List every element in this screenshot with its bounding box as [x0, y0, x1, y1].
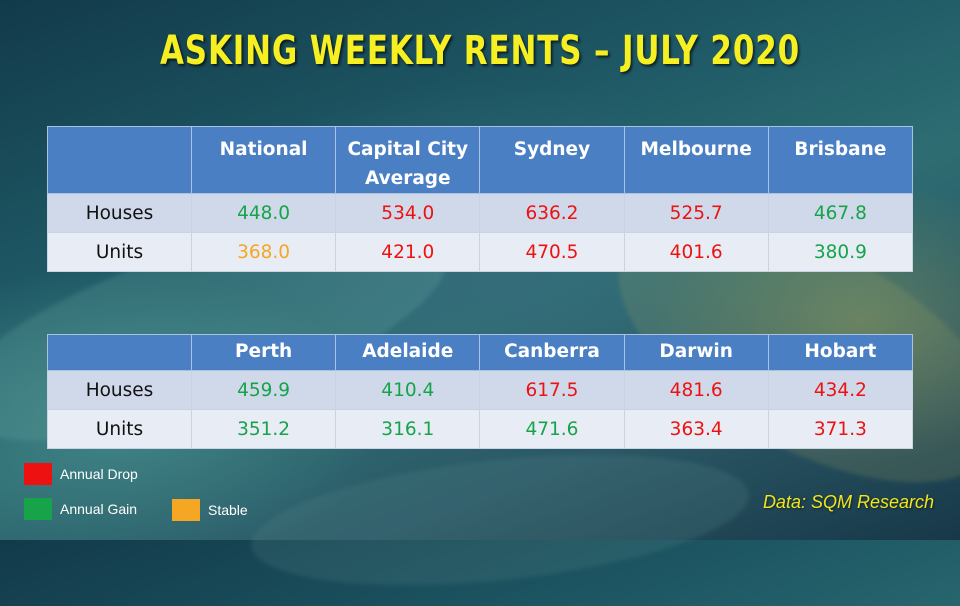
legend-swatch-drop: [24, 463, 52, 485]
legend-label: Annual Drop: [60, 466, 138, 482]
rent-cell: 617.5: [479, 370, 625, 410]
table-row: Units 368.0 421.0 470.5 401.6 380.9: [47, 232, 914, 272]
rents-table-major-cities: National Capital City Average Sydney Melb…: [47, 126, 914, 272]
header-cell: Perth: [190, 334, 337, 371]
legend-label: Stable: [208, 502, 248, 518]
data-source-credit: Data: SQM Research: [762, 492, 934, 512]
rent-cell: 371.3: [767, 409, 914, 449]
header-cell: National: [190, 126, 337, 194]
table-row: Houses 459.9 410.4 617.5 481.6 434.2: [47, 370, 914, 410]
rent-cell: 401.6: [623, 232, 769, 272]
legend-label: Annual Gain: [60, 501, 138, 517]
rent-cell: 368.0: [190, 232, 337, 272]
rents-table-other-cities: Perth Adelaide Canberra Darwin Hobart Ho…: [47, 334, 914, 449]
rent-cell: 316.1: [335, 409, 481, 449]
rent-cell: 380.9: [767, 232, 914, 272]
rent-cell: 471.6: [479, 409, 625, 449]
row-label: Houses: [47, 193, 192, 233]
header-cell: Hobart: [767, 334, 914, 371]
header-cell: Adelaide: [335, 334, 481, 371]
header-cell: [47, 126, 192, 194]
rent-cell: 459.9: [190, 370, 337, 410]
table-row: Units 351.2 316.1 471.6 363.4 371.3: [47, 409, 914, 449]
legend-stable: Stable: [172, 499, 248, 521]
rent-cell: 434.2: [767, 370, 914, 410]
header-cell: Brisbane: [767, 126, 914, 194]
background-texture: [245, 434, 755, 606]
row-label: Houses: [47, 370, 192, 410]
header-cell: Sydney: [479, 126, 625, 194]
row-label: Units: [47, 409, 192, 449]
row-label: Units: [47, 232, 192, 272]
table-row: Houses 448.0 534.0 636.2 525.7 467.8: [47, 193, 914, 233]
rent-cell: 525.7: [623, 193, 769, 233]
rent-cell: 481.6: [623, 370, 769, 410]
header-cell: [47, 334, 192, 371]
rent-cell: 351.2: [190, 409, 337, 449]
legend-annual-gain: Annual Gain: [24, 498, 137, 520]
header-cell: Capital City Average: [335, 126, 481, 194]
legend-swatch-stable: [172, 499, 200, 521]
page-title: ASKING WEEKLY RENTS – JULY 2020: [159, 28, 801, 74]
rent-cell: 467.8: [767, 193, 914, 233]
header-cell: Melbourne: [623, 126, 769, 194]
rent-cell: 410.4: [335, 370, 481, 410]
rent-cell: 421.0: [335, 232, 481, 272]
header-cell-text: Capital City Average: [347, 139, 469, 189]
header-cell: Canberra: [479, 334, 625, 371]
rent-cell: 470.5: [479, 232, 625, 272]
table-header-row: Perth Adelaide Canberra Darwin Hobart: [47, 334, 914, 371]
legend-annual-drop: Annual Drop: [24, 463, 138, 485]
rent-cell: 448.0: [190, 193, 337, 233]
rent-cell: 636.2: [479, 193, 625, 233]
rent-cell: 363.4: [623, 409, 769, 449]
header-cell: Darwin: [623, 334, 769, 371]
table-header-row: National Capital City Average Sydney Melb…: [47, 126, 914, 194]
rent-cell: 534.0: [335, 193, 481, 233]
legend-swatch-gain: [24, 498, 52, 520]
